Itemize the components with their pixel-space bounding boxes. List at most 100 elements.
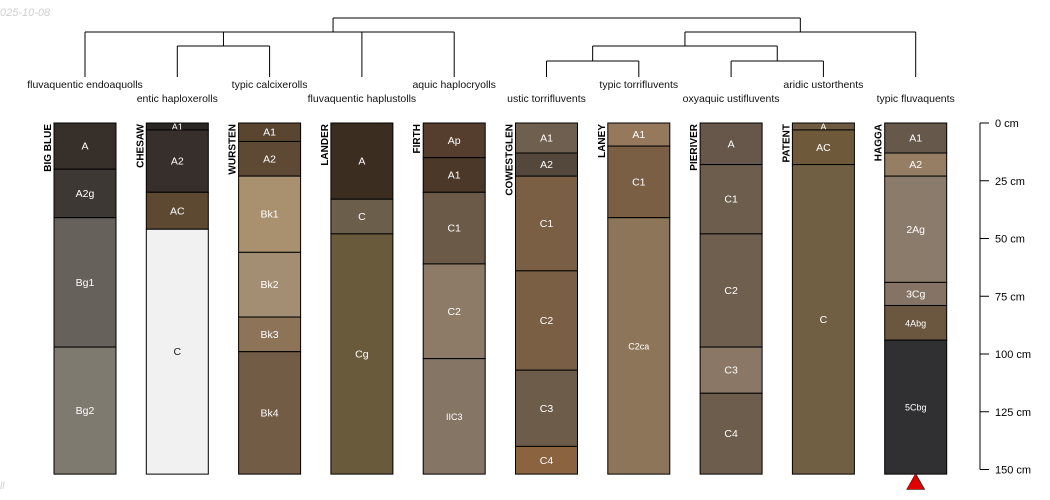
horizon-pieriver-c2	[699, 233, 763, 348]
horizon-label: C1	[724, 194, 738, 206]
taxon-label: fluvaquentic haplustolls	[308, 93, 417, 105]
highlight-marker	[906, 472, 926, 490]
taxon-label: oxyaquic ustifluvents	[683, 93, 780, 105]
horizon-label: A1	[263, 127, 276, 139]
depth-tick-label: 25 cm	[995, 176, 1025, 188]
horizon-label: C4	[724, 428, 738, 440]
horizon-label: C1	[540, 218, 554, 230]
horizon-label: C1	[632, 176, 646, 188]
horizon-label: A	[728, 138, 735, 150]
horizon-label: A1	[448, 169, 461, 181]
horizon-label: A1	[172, 122, 183, 132]
horizon-label: C4	[540, 455, 554, 467]
horizon-cowestglen-c4	[515, 445, 578, 475]
horizon-label: Bg1	[76, 277, 95, 289]
profile-name: CHESAW	[135, 123, 146, 167]
horizon-lander-cg	[330, 233, 394, 475]
taxon-label: typic fluvaquents	[877, 93, 955, 105]
horizon-label: A1	[632, 129, 645, 141]
horizon-chesaw-c	[145, 228, 209, 475]
horizon-label: A	[358, 156, 365, 168]
horizon-wursten-bk3	[238, 316, 302, 353]
depth-tick-label: 50 cm	[995, 234, 1025, 246]
horizon-pieriver-c1	[699, 164, 763, 235]
taxon-label: fluvaquentic endoaquolls	[27, 79, 143, 91]
horizon-big-blue-a	[53, 122, 117, 170]
taxon-label: entic haploxerolls	[137, 93, 218, 105]
horizon-label: C	[358, 211, 366, 223]
horizon-label: Bk3	[261, 329, 279, 341]
horizon-label: A2	[909, 159, 922, 171]
depth-tick-label: 75 cm	[995, 291, 1025, 303]
horizon-lander-c	[330, 198, 394, 235]
profile-name: PATENT	[781, 124, 792, 163]
horizon-label: Bk2	[261, 279, 279, 291]
horizon-label: Cg	[355, 349, 369, 361]
profile-name: WURSTEN	[228, 124, 239, 175]
horizon-laney-c2ca	[607, 217, 671, 475]
profile-name: LANEY	[597, 124, 608, 158]
horizon-firth-c2	[422, 263, 486, 360]
profile-name: COWESTGLEN	[505, 124, 516, 196]
horizon-cowestglen-c1	[515, 175, 578, 272]
horizon-label: A2g	[76, 188, 95, 200]
horizon-big-blue-bg2	[53, 346, 117, 475]
corner-mark: ll	[0, 481, 5, 492]
horizon-label: C3	[540, 403, 554, 415]
taxon-label: typic calcixerolls	[232, 79, 308, 91]
horizon-lander-a	[330, 122, 394, 200]
profile-name: LANDER	[320, 123, 331, 165]
horizon-label: IIC3	[446, 412, 463, 422]
horizon-label: C	[174, 346, 182, 358]
profile-name: HAGGA	[874, 124, 885, 161]
horizon-label: A2	[171, 156, 184, 168]
taxon-label: aridic ustorthents	[783, 79, 863, 91]
horizon-label: Bk1	[261, 209, 279, 221]
horizon-label: C2ca	[628, 341, 649, 351]
horizon-label: A1	[540, 133, 553, 145]
horizon-hagga-2ag	[884, 175, 948, 283]
horizon-hagga-5cbg	[884, 339, 948, 475]
horizon-pieriver-a	[699, 122, 763, 166]
depth-tick-label: 100 cm	[995, 349, 1031, 361]
horizon-firth-c1	[422, 191, 486, 265]
depth-tick-label: 0 cm	[995, 118, 1019, 130]
horizon-pieriver-c3	[699, 346, 763, 394]
horizon-label: 2Ag	[906, 224, 925, 236]
horizon-label: C1	[447, 223, 461, 235]
horizon-label: 4Abg	[905, 318, 926, 328]
horizon-patent-ac	[791, 129, 855, 166]
date-watermark: 025-10-08	[0, 7, 51, 19]
horizon-label: C2	[724, 285, 738, 297]
horizon-label: C3	[724, 365, 738, 377]
horizon-wursten-bk1	[238, 175, 302, 253]
horizon-label: 3Cg	[906, 288, 925, 300]
horizon-laney-c1	[607, 145, 671, 219]
depth-tick-label: 125 cm	[995, 407, 1031, 419]
horizon-cowestglen-a1	[515, 122, 578, 154]
horizon-label: C2	[540, 315, 554, 327]
horizon-firth-a1	[422, 157, 486, 193]
profile-name: PIERIVER	[689, 123, 700, 170]
horizon-cowestglen-c2	[515, 270, 578, 371]
horizon-hagga-a1	[884, 122, 948, 154]
horizon-label: C	[820, 314, 828, 326]
horizon-wursten-bk4	[238, 351, 302, 475]
horizon-pieriver-c4	[699, 392, 763, 475]
horizon-cowestglen-c3	[515, 369, 578, 447]
horizon-label: AC	[170, 205, 185, 217]
horizon-big-blue-bg1	[53, 217, 117, 348]
horizon-label: Bg2	[76, 405, 95, 417]
profile-name: FIRTH	[412, 124, 423, 153]
horizon-label: Ap	[448, 135, 461, 147]
horizon-big-blue-a2g	[53, 168, 117, 219]
horizon-label: A2	[540, 159, 553, 171]
horizon-hagga-4abg	[884, 304, 948, 341]
horizon-label: Bk4	[261, 407, 279, 419]
taxon-label: ustic torrifluvents	[507, 93, 586, 105]
taxon-label: aquic haplocryolls	[412, 79, 495, 91]
horizon-wursten-bk2	[238, 251, 302, 318]
horizon-chesaw-ac	[145, 191, 209, 230]
horizon-label: 5Cbg	[905, 403, 927, 413]
